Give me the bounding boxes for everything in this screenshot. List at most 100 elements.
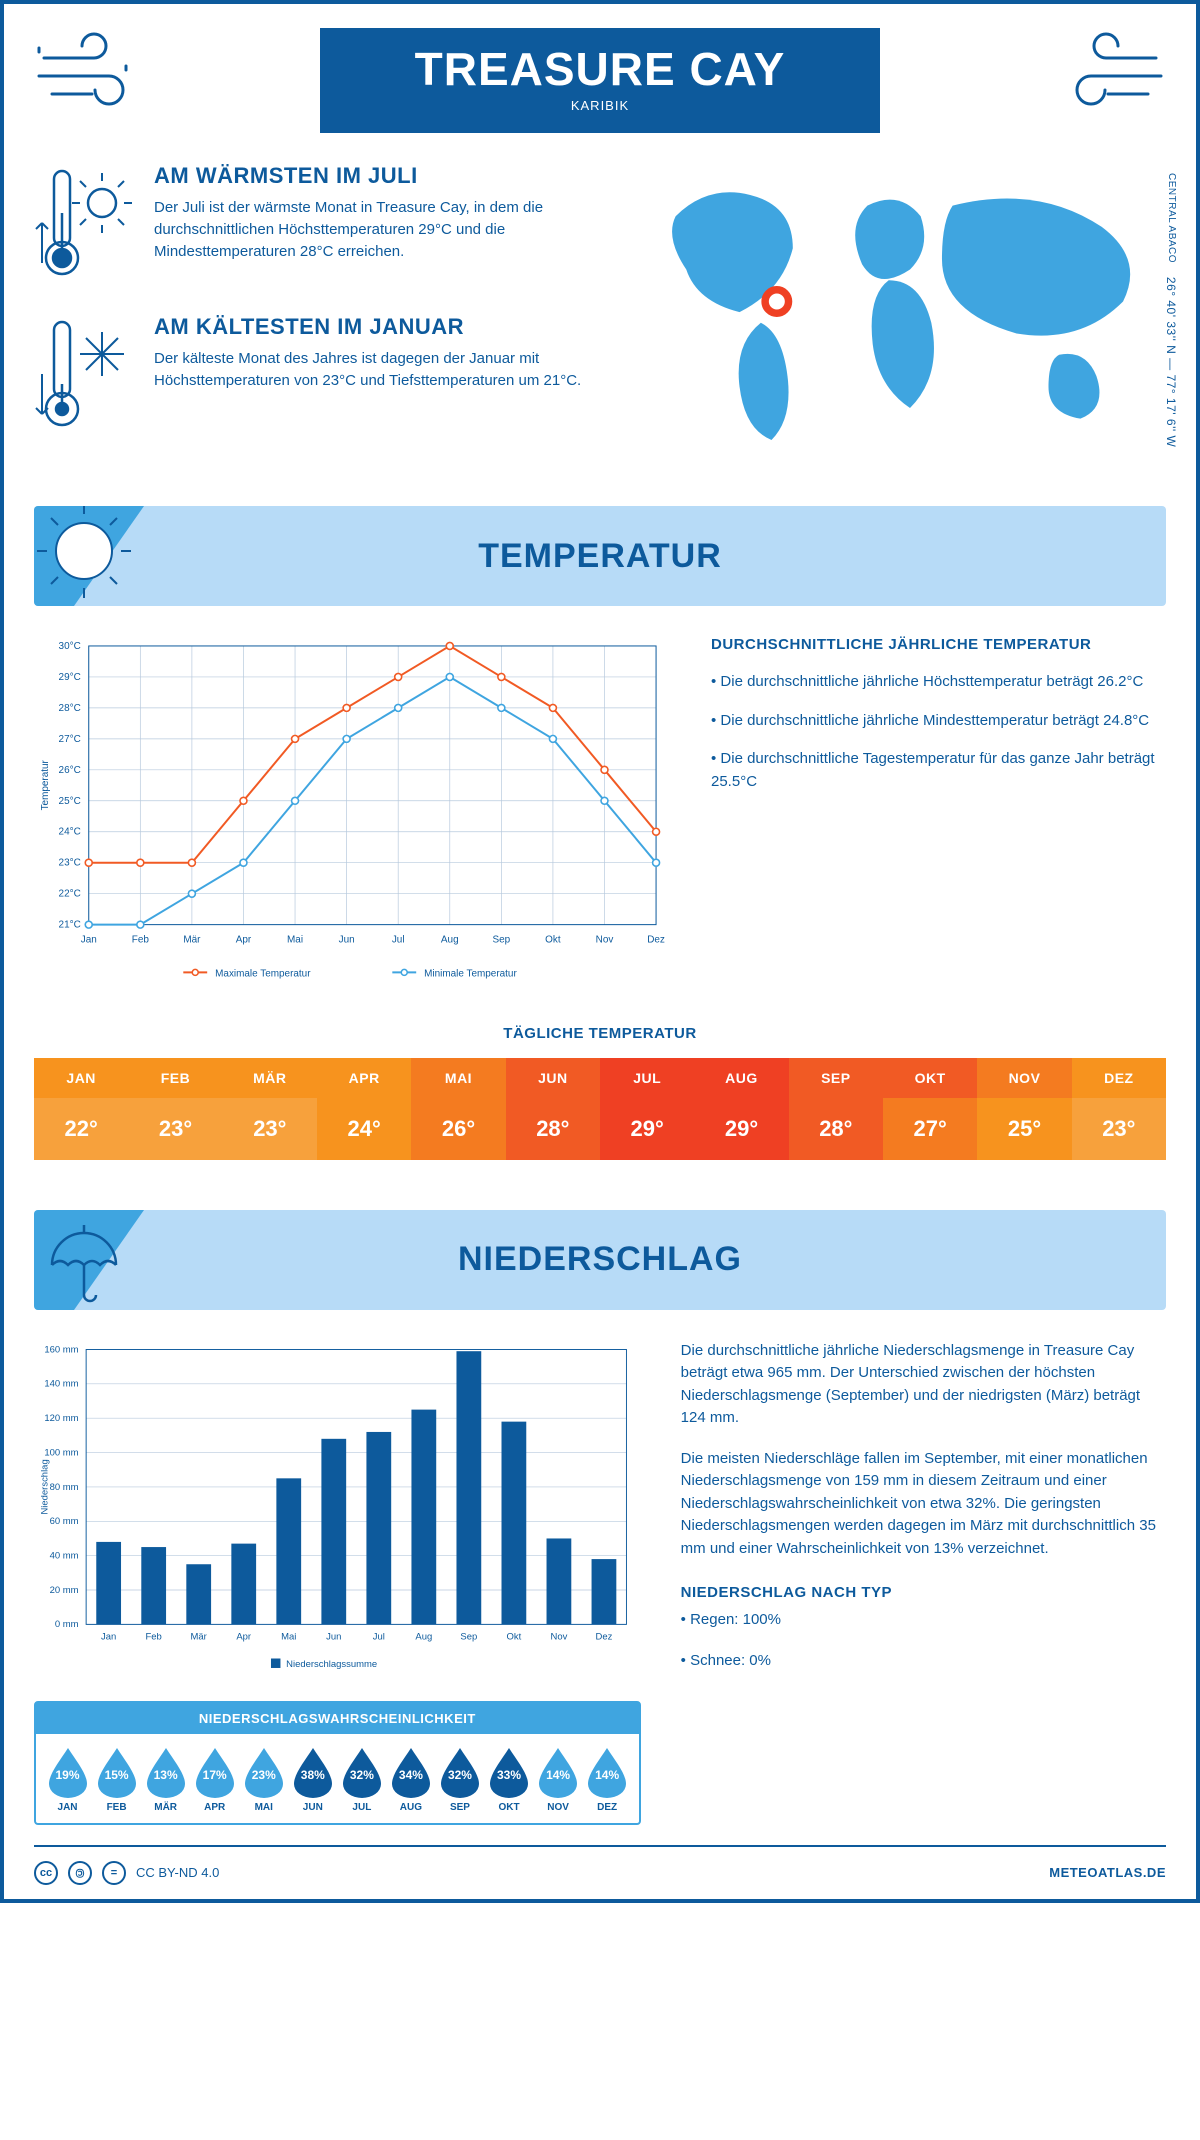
prob-drop-cell: 14%DEZ xyxy=(584,1746,631,1813)
daily-month-value: 25° xyxy=(977,1098,1071,1160)
wind-icon-left xyxy=(34,28,154,118)
warmest-block: AM WÄRMSTEN IM JULI Der Juli ist der wär… xyxy=(34,163,593,288)
precip-type-heading: NIEDERSCHLAG NACH TYP xyxy=(681,1584,1166,1601)
temp-stats-heading: DURCHSCHNITTLICHE JÄHRLICHE TEMPERATUR xyxy=(711,636,1166,653)
temp-stats-b3: • Die durchschnittliche Tagestemperatur … xyxy=(711,748,1166,793)
warmest-text: Der Juli ist der wärmste Monat in Treasu… xyxy=(154,197,593,262)
drops-row: 19%JAN15%FEB13%MÄR17%APR23%MAI38%JUN32%J… xyxy=(36,1746,639,1813)
svg-text:23°C: 23°C xyxy=(59,858,81,869)
map-block: CENTRAL ABACO 26° 40' 33'' N — 77° 17' 6… xyxy=(633,163,1166,466)
temperature-line-chart: 21°C22°C23°C24°C25°C26°C27°C28°C29°C30°C… xyxy=(34,636,671,994)
svg-text:Jan: Jan xyxy=(101,1631,116,1642)
svg-text:Dez: Dez xyxy=(647,935,665,946)
cc-by-icon: 🄯 xyxy=(68,1861,92,1885)
svg-text:Mär: Mär xyxy=(191,1631,207,1642)
daily-month-header: OKT xyxy=(883,1058,977,1098)
svg-text:100 mm: 100 mm xyxy=(44,1447,78,1458)
svg-text:Okt: Okt xyxy=(507,1631,522,1642)
precip-type-rain: • Regen: 100% xyxy=(681,1609,1166,1632)
prob-month-label: NOV xyxy=(535,1802,582,1813)
daily-month-value: 23° xyxy=(1072,1098,1166,1160)
section-bar-precip: NIEDERSCHLAG xyxy=(34,1210,1166,1310)
raindrop-icon: 32% xyxy=(341,1746,383,1798)
temp-stats-b2: • Die durchschnittliche jährliche Mindes… xyxy=(711,710,1166,733)
precip-text: Die durchschnittliche jährliche Niedersc… xyxy=(681,1340,1166,1825)
prob-month-label: JUL xyxy=(338,1802,385,1813)
svg-text:120 mm: 120 mm xyxy=(44,1413,78,1424)
svg-text:25°C: 25°C xyxy=(59,796,81,807)
raindrop-icon: 19% xyxy=(47,1746,89,1798)
raindrop-icon: 14% xyxy=(586,1746,628,1798)
svg-text:Jul: Jul xyxy=(373,1631,385,1642)
svg-text:40 mm: 40 mm xyxy=(50,1550,79,1561)
svg-text:Maximale Temperatur: Maximale Temperatur xyxy=(215,969,311,980)
svg-text:Feb: Feb xyxy=(132,935,150,946)
svg-text:22°C: 22°C xyxy=(59,889,81,900)
page-subtitle: KARIBIK xyxy=(380,98,820,113)
prob-drop-cell: 38%JUN xyxy=(289,1746,336,1813)
svg-text:Jul: Jul xyxy=(392,935,405,946)
prob-month-label: JUN xyxy=(289,1802,336,1813)
raindrop-icon: 34% xyxy=(390,1746,432,1798)
section-title-temperature: TEMPERATUR xyxy=(478,537,722,576)
prob-drop-cell: 32%SEP xyxy=(436,1746,483,1813)
umbrella-icon xyxy=(34,1210,164,1310)
prob-drop-cell: 14% NOV xyxy=(535,1746,582,1813)
region-label: CENTRAL ABACO xyxy=(1166,173,1177,263)
svg-text:20 mm: 20 mm xyxy=(50,1584,79,1595)
daily-month-header: JUL xyxy=(600,1058,694,1098)
infographic-frame: TREASURE CAY KARIBIK xyxy=(0,0,1200,1903)
prob-drop-cell: 19%JAN xyxy=(44,1746,91,1813)
prob-month-label: MÄR xyxy=(142,1802,189,1813)
svg-text:29°C: 29°C xyxy=(59,672,81,683)
thermometer-snowflake-icon xyxy=(34,314,134,439)
header-row: TREASURE CAY KARIBIK xyxy=(34,28,1166,133)
wind-icon-right xyxy=(1046,28,1166,118)
prob-drop-cell: 23%MAI xyxy=(240,1746,287,1813)
prob-month-label: SEP xyxy=(436,1802,483,1813)
coordinates-label: CENTRAL ABACO 26° 40' 33'' N — 77° 17' 6… xyxy=(1164,173,1178,447)
prob-month-label: OKT xyxy=(486,1802,533,1813)
svg-text:Mai: Mai xyxy=(287,935,303,946)
temp-stats-b1: • Die durchschnittliche jährliche Höchst… xyxy=(711,671,1166,694)
daily-month-value: 23° xyxy=(223,1098,317,1160)
raindrop-icon: 15% xyxy=(96,1746,138,1798)
svg-text:60 mm: 60 mm xyxy=(50,1516,79,1527)
svg-text:21°C: 21°C xyxy=(59,920,81,931)
precip-p1: Die durchschnittliche jährliche Niedersc… xyxy=(681,1340,1166,1430)
svg-text:27°C: 27°C xyxy=(59,734,81,745)
svg-text:30°C: 30°C xyxy=(59,641,81,652)
daily-month-header: MAI xyxy=(411,1058,505,1098)
prob-drop-cell: 34% AUG xyxy=(387,1746,434,1813)
raindrop-icon: 17% xyxy=(194,1746,236,1798)
svg-text:Dez: Dez xyxy=(596,1631,613,1642)
svg-text:Niederschlagssumme: Niederschlagssumme xyxy=(286,1659,377,1670)
daily-month-header: NOV xyxy=(977,1058,1071,1098)
daily-month-header: MÄR xyxy=(223,1058,317,1098)
temperature-row: 21°C22°C23°C24°C25°C26°C27°C28°C29°C30°C… xyxy=(34,636,1166,994)
svg-text:140 mm: 140 mm xyxy=(44,1378,78,1389)
daily-month-header: JAN xyxy=(34,1058,128,1098)
title-banner: TREASURE CAY KARIBIK xyxy=(320,28,880,133)
world-map-icon xyxy=(633,163,1166,461)
prob-drop-cell: 17%APR xyxy=(191,1746,238,1813)
daily-month-value: 27° xyxy=(883,1098,977,1160)
svg-text:28°C: 28°C xyxy=(59,703,81,714)
svg-text:Sep: Sep xyxy=(493,935,511,946)
svg-text:Nov: Nov xyxy=(550,1631,567,1642)
daily-month-value: 29° xyxy=(694,1098,788,1160)
page-title: TREASURE CAY xyxy=(380,42,820,96)
svg-text:Minimale Temperatur: Minimale Temperatur xyxy=(424,969,517,980)
daily-month-value: 22° xyxy=(34,1098,128,1160)
thermometer-sun-icon xyxy=(34,163,134,288)
daily-month-value: 23° xyxy=(128,1098,222,1160)
raindrop-icon: 14% xyxy=(537,1746,579,1798)
prob-drop-cell: 32% JUL xyxy=(338,1746,385,1813)
prob-month-label: FEB xyxy=(93,1802,140,1813)
svg-text:Apr: Apr xyxy=(236,1631,251,1642)
prob-drop-cell: 15% FEB xyxy=(93,1746,140,1813)
raindrop-icon: 23% xyxy=(243,1746,285,1798)
svg-text:Jun: Jun xyxy=(339,935,355,946)
prob-month-label: AUG xyxy=(387,1802,434,1813)
coldest-heading: AM KÄLTESTEN IM JANUAR xyxy=(154,314,593,340)
